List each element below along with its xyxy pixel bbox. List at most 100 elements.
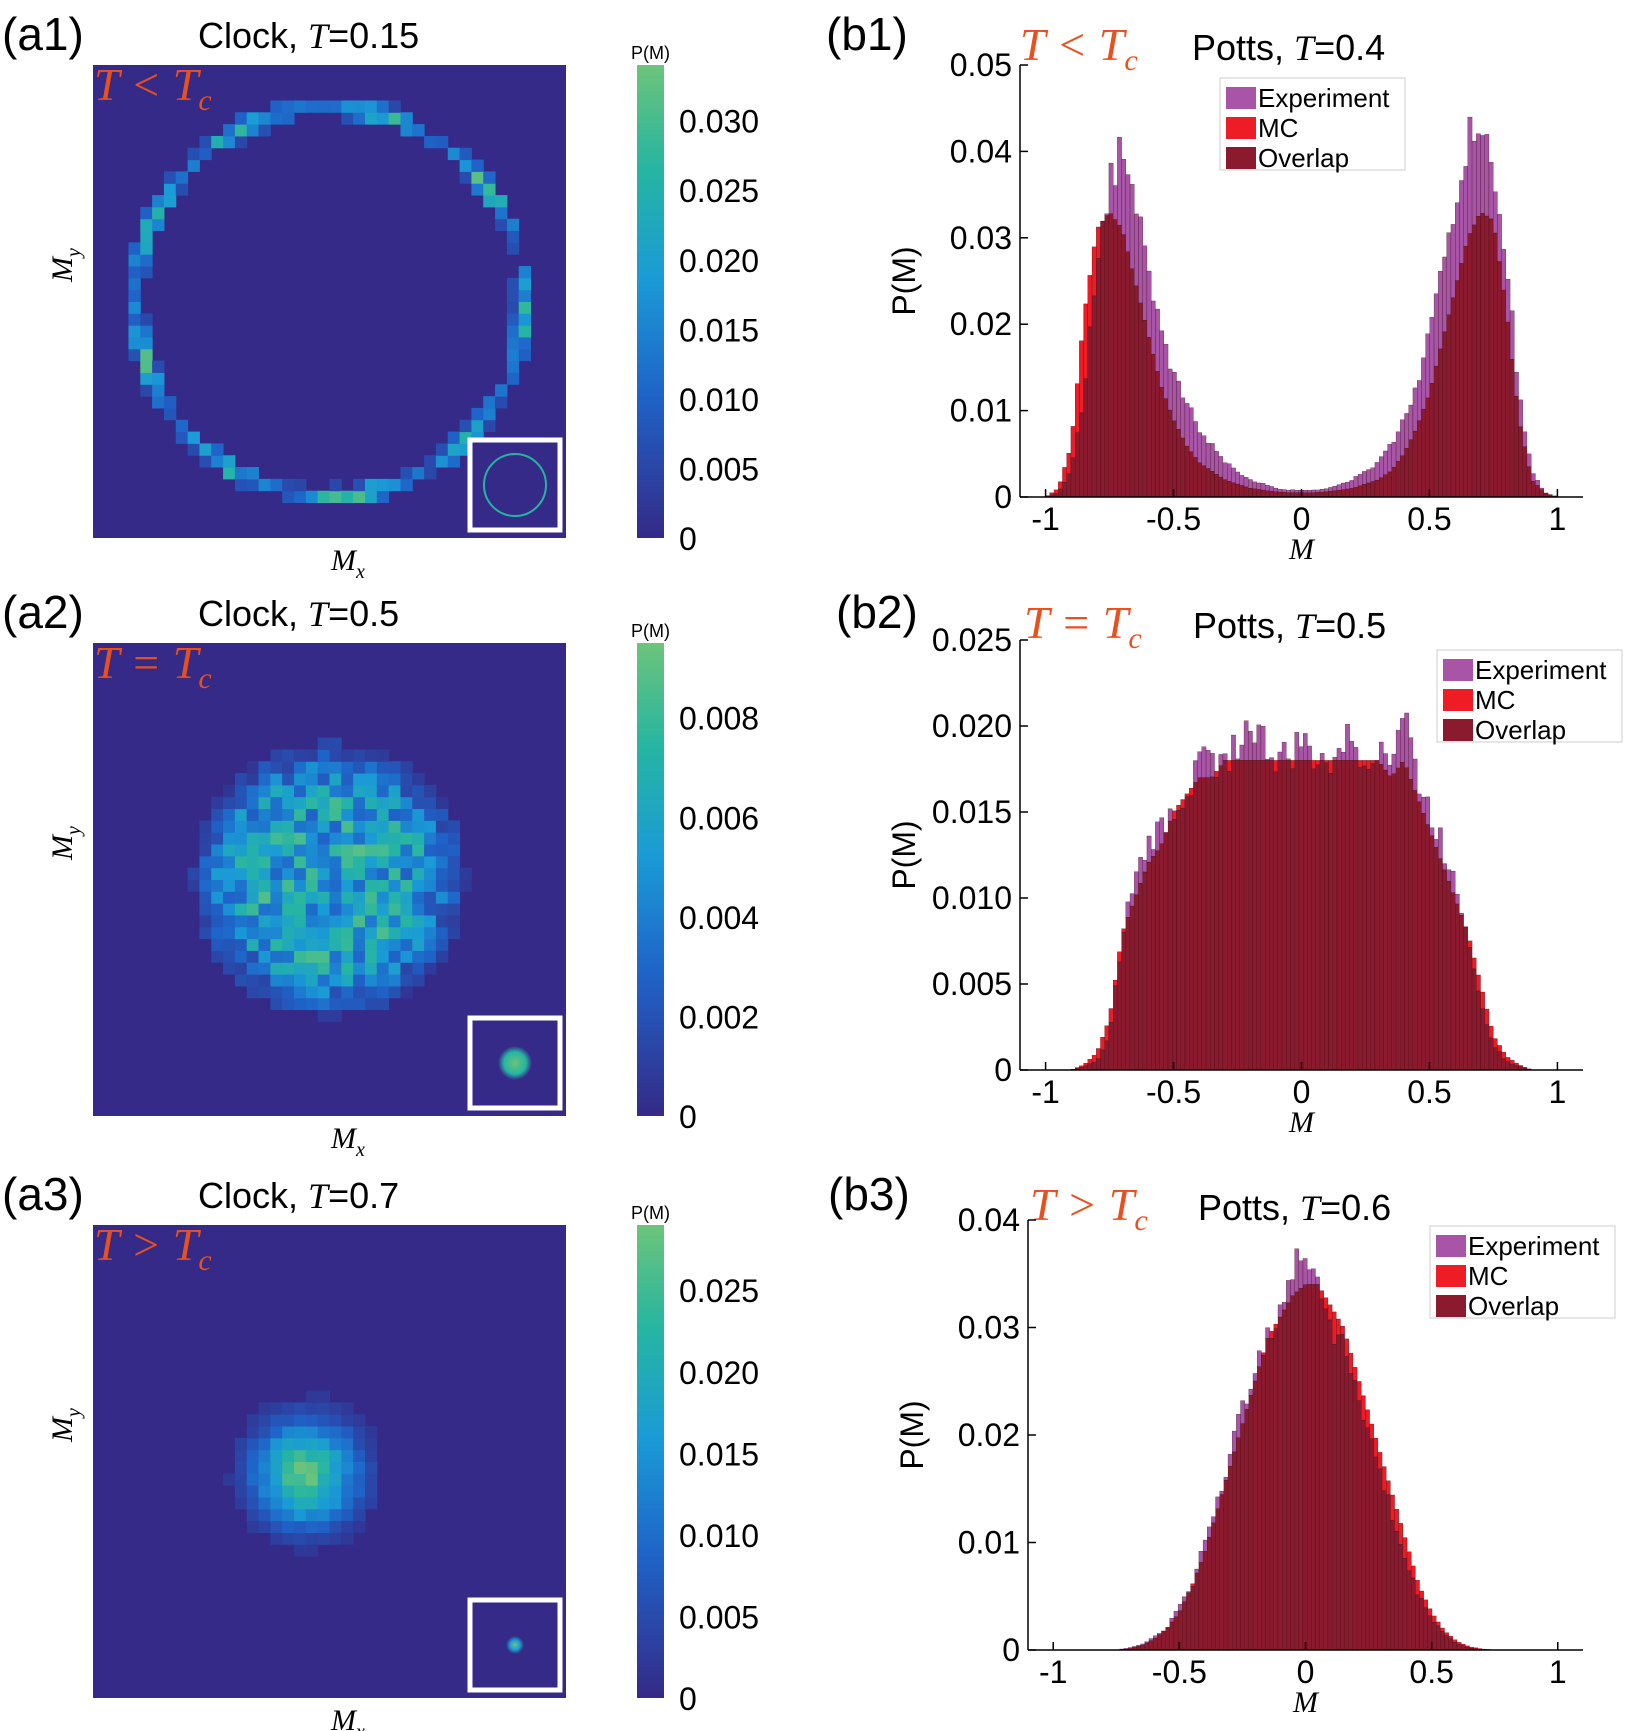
heatmap-cell [341, 761, 354, 774]
x-tick-label: 1 [1549, 501, 1567, 537]
heatmap-cell [388, 914, 401, 928]
bar-excess [1452, 1639, 1458, 1643]
bar-overlap [1227, 1466, 1233, 1651]
bar-overlap [1456, 1644, 1462, 1651]
heatmap-cell [294, 1437, 307, 1451]
heatmap-cell [211, 879, 224, 892]
heatmap-cell [175, 183, 189, 196]
bar-excess [1315, 489, 1321, 493]
heatmap-cell [258, 926, 271, 940]
bar-excess [1518, 399, 1523, 427]
bar-overlap [1423, 1607, 1429, 1651]
regime-label: T < Tc [94, 59, 212, 117]
heatmap-cell [223, 867, 236, 880]
bar-excess [1417, 380, 1422, 421]
bar-overlap [1353, 760, 1359, 1071]
heatmap-cell [223, 820, 236, 833]
bar-overlap [1198, 1562, 1204, 1651]
heatmap-cell [187, 443, 200, 456]
bar-excess [1087, 1059, 1093, 1065]
x-axis-label-main: M [330, 544, 358, 577]
bar-overlap [1526, 466, 1532, 498]
bar-overlap [1121, 931, 1126, 1071]
bar-overlap [1370, 763, 1376, 1071]
heatmap-cell [353, 1473, 366, 1486]
heatmap-cell [270, 1449, 283, 1462]
x-axis-label: M [1292, 1686, 1320, 1719]
heatmap-cell [258, 985, 271, 999]
heatmap-cell [412, 844, 425, 857]
heatmap-cell [270, 1402, 283, 1415]
heatmap-cell [353, 1496, 366, 1510]
bar-overlap [1383, 474, 1388, 498]
heatmap-cell [317, 891, 330, 904]
heatmap-cell [211, 796, 224, 810]
histogram-panel-1: (b1) T < Tc Potts, T=0.4 -1 -0.5 0 0.5 1 0 0.01 0.… [826, 8, 1583, 566]
y-tick-label: 0.01 [958, 1525, 1020, 1561]
bar-excess [1442, 256, 1447, 333]
heatmap-cell [282, 926, 295, 940]
bar-excess [1294, 490, 1300, 493]
bar-overlap [1167, 409, 1173, 498]
heatmap-cell [234, 478, 248, 492]
heatmap-cell [282, 784, 295, 798]
heatmap-cell [341, 112, 354, 125]
heatmap-cell [294, 914, 307, 928]
bar-overlap [1341, 489, 1346, 498]
heatmap-cell [400, 950, 413, 963]
bar-overlap [1165, 1627, 1170, 1651]
heatmap-cell [270, 855, 283, 869]
colorbar [637, 1225, 664, 1698]
heatmap-cell [211, 926, 224, 940]
bar-overlap [1159, 843, 1164, 1071]
heatmap-cell [341, 879, 354, 892]
heatmap-cell [447, 820, 461, 833]
heatmap-cell [353, 784, 366, 798]
heatmap-cell [128, 242, 141, 255]
bar-overlap [1377, 1468, 1383, 1651]
bar-excess [1412, 758, 1418, 791]
panel-title: Potts, T=0.4 [1192, 27, 1385, 68]
bar-overlap [1307, 760, 1312, 1071]
heatmap-cell [128, 348, 141, 362]
heatmap-cell [341, 1473, 354, 1486]
bar-overlap [1450, 892, 1456, 1071]
bar-excess [1505, 1057, 1511, 1062]
bar-excess [1442, 863, 1447, 871]
panel-title-prefix: Potts, [1193, 605, 1295, 646]
bar-overlap [1361, 1420, 1366, 1651]
heatmap-cell [364, 855, 378, 869]
bar-overlap [1125, 917, 1131, 1071]
bar-excess [1406, 1551, 1412, 1571]
bar-excess [1493, 1038, 1498, 1048]
y-axis-label-main: M [46, 1415, 79, 1443]
bar-excess [1180, 397, 1186, 439]
heatmap-cell [400, 903, 413, 916]
bar-overlap [1497, 261, 1502, 498]
bar-overlap [1117, 225, 1122, 498]
bar-excess [1193, 760, 1198, 783]
heatmap-cell [294, 478, 307, 492]
x-tick-label: -0.5 [1152, 1654, 1207, 1690]
heatmap-cell [128, 277, 141, 291]
bar-excess [1404, 712, 1409, 768]
heatmap-cell [294, 974, 307, 987]
regime-label-main: T = T [1024, 597, 1132, 648]
heatmap-cell [294, 808, 307, 821]
bar-excess [1423, 1599, 1429, 1608]
heatmap-cell [388, 974, 401, 987]
heatmap-cell [329, 1508, 342, 1522]
bar-overlap [1108, 1022, 1114, 1071]
heatmap-cell [246, 832, 260, 845]
bar-excess [1488, 1025, 1494, 1039]
heatmap-cell [258, 832, 271, 845]
bar-excess [1215, 1496, 1220, 1509]
y-axis-label-text: My [46, 248, 85, 283]
bar-excess [1438, 827, 1443, 859]
x-axis-label: Mx [330, 1122, 365, 1161]
heatmap-cell [412, 926, 425, 940]
heatmap-cell [294, 1426, 307, 1439]
heatmap-cell [329, 867, 342, 880]
heatmap-cell [364, 997, 378, 1011]
bar-excess [1083, 303, 1088, 379]
